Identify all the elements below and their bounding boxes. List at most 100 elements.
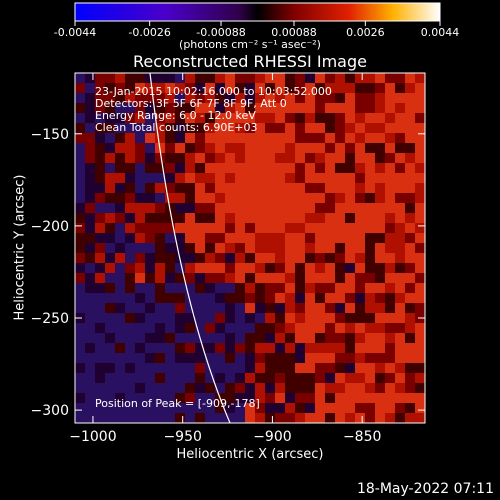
heatmap-cell (375, 133, 385, 143)
heatmap-cell (135, 163, 145, 173)
heatmap-cell (155, 333, 165, 343)
heatmap-cell (345, 213, 355, 223)
heatmap-cell (75, 193, 85, 203)
heatmap-cell (305, 83, 315, 93)
heatmap-cell (315, 93, 325, 103)
heatmap-cell (145, 283, 155, 293)
heatmap-cell (195, 243, 205, 253)
heatmap-cell (375, 93, 385, 103)
heatmap-cell (215, 193, 225, 203)
heatmap-cell (185, 143, 195, 153)
heatmap-cell (225, 163, 235, 173)
heatmap-cell (135, 213, 145, 223)
heatmap-cell (85, 213, 95, 223)
heatmap-cell (305, 373, 315, 383)
heatmap-cell (265, 333, 275, 343)
heatmap-cell (115, 323, 125, 333)
heatmap-cell (175, 393, 185, 403)
heatmap-cell (165, 213, 175, 223)
heatmap-cell (105, 313, 115, 323)
heatmap-cell (115, 183, 125, 193)
heatmap-cell (285, 323, 295, 333)
heatmap-cell (295, 243, 305, 253)
heatmap-cell (275, 203, 285, 213)
heatmap-cell (75, 183, 85, 193)
heatmap-cell (275, 123, 285, 133)
heatmap-cell (75, 103, 85, 113)
heatmap-cell (195, 263, 205, 273)
heatmap-cell (275, 403, 285, 413)
heatmap-cell (225, 143, 235, 153)
heatmap-cell (205, 223, 215, 233)
heatmap-cell (255, 373, 265, 383)
heatmap-cell (95, 263, 105, 273)
heatmap-cell (215, 333, 225, 343)
heatmap-cell (285, 293, 295, 303)
heatmap-cell (235, 363, 245, 373)
heatmap-cell (85, 223, 95, 233)
heatmap-cell (85, 173, 95, 183)
heatmap-cell (195, 73, 205, 83)
heatmap-cell (165, 73, 175, 83)
heatmap-cell (185, 73, 195, 83)
heatmap-cell (385, 143, 395, 153)
heatmap-cell (115, 113, 125, 123)
heatmap-cell (195, 133, 205, 143)
heatmap-cell (95, 113, 105, 123)
heatmap-cell (235, 283, 245, 293)
heatmap-cell (185, 323, 195, 333)
heatmap-cell (305, 73, 315, 83)
heatmap-cell (305, 333, 315, 343)
heatmap-cell (365, 253, 375, 263)
heatmap-cell (225, 113, 235, 123)
heatmap-cell (235, 83, 245, 93)
heatmap-cell (365, 163, 375, 173)
heatmap-cell (345, 73, 355, 83)
heatmap-cell (105, 183, 115, 193)
heatmap-cell (345, 153, 355, 163)
heatmap-cell (405, 353, 415, 363)
heatmap-cell (165, 123, 175, 133)
heatmap-cell (155, 363, 165, 373)
annotation-total-counts: Clean Total counts: 6.90E+03 (95, 121, 258, 134)
heatmap-cell (275, 83, 285, 93)
heatmap-cell (345, 393, 355, 403)
heatmap-cell (365, 173, 375, 183)
heatmap-cell (355, 343, 365, 353)
heatmap-cell (265, 203, 275, 213)
heatmap-cell (415, 323, 425, 333)
heatmap-cell (205, 173, 215, 183)
heatmap-cell (405, 313, 415, 323)
heatmap-cell (305, 113, 315, 123)
heatmap-cell (345, 293, 355, 303)
heatmap-cell (375, 223, 385, 233)
heatmap-cell (95, 73, 105, 83)
heatmap-cell (175, 303, 185, 313)
heatmap-cell (375, 193, 385, 203)
heatmap-cell (185, 173, 195, 183)
heatmap-cell (325, 253, 335, 263)
heatmap-cell (185, 113, 195, 123)
heatmap-cell (355, 123, 365, 133)
heatmap-cell (225, 123, 235, 133)
heatmap-cell (145, 273, 155, 283)
heatmap-cell (295, 363, 305, 373)
heatmap-cell (155, 103, 165, 113)
heatmap-cell (225, 353, 235, 363)
heatmap-cell (115, 203, 125, 213)
heatmap-cell (125, 133, 135, 143)
heatmap-cell (225, 133, 235, 143)
heatmap-cell (135, 103, 145, 113)
heatmap-cell (255, 203, 265, 213)
heatmap-cell (245, 333, 255, 343)
heatmap-cell (255, 243, 265, 253)
heatmap-cell (415, 83, 425, 93)
heatmap-cell (415, 113, 425, 123)
heatmap-cell (305, 173, 315, 183)
heatmap-cell (235, 383, 245, 393)
heatmap-cell (245, 403, 255, 413)
heatmap-cell (85, 293, 95, 303)
heatmap-cell (75, 273, 85, 283)
heatmap-cell (125, 413, 135, 423)
heatmap-cell (115, 83, 125, 93)
